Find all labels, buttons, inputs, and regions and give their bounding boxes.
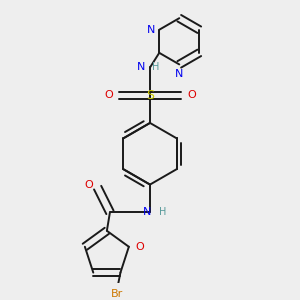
Text: N: N <box>175 69 184 79</box>
Text: O: O <box>135 242 144 252</box>
Text: O: O <box>104 90 113 100</box>
Text: S: S <box>146 89 154 102</box>
Text: N: N <box>143 207 152 217</box>
Text: Br: Br <box>111 289 124 299</box>
Text: N: N <box>147 25 156 35</box>
Text: N: N <box>137 62 146 73</box>
Text: O: O <box>187 90 196 100</box>
Text: H: H <box>152 62 159 73</box>
Text: H: H <box>159 207 167 217</box>
Text: O: O <box>84 180 93 190</box>
